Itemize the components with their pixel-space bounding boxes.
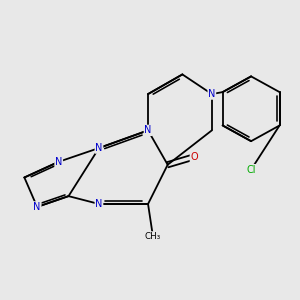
Text: N: N [208, 89, 215, 99]
Text: N: N [33, 202, 41, 212]
Text: O: O [190, 152, 198, 162]
Text: N: N [144, 125, 152, 135]
Text: N: N [95, 199, 103, 209]
Text: N: N [95, 143, 103, 153]
Text: N: N [55, 157, 62, 167]
Text: CH₃: CH₃ [145, 232, 161, 241]
Text: Cl: Cl [246, 165, 256, 175]
